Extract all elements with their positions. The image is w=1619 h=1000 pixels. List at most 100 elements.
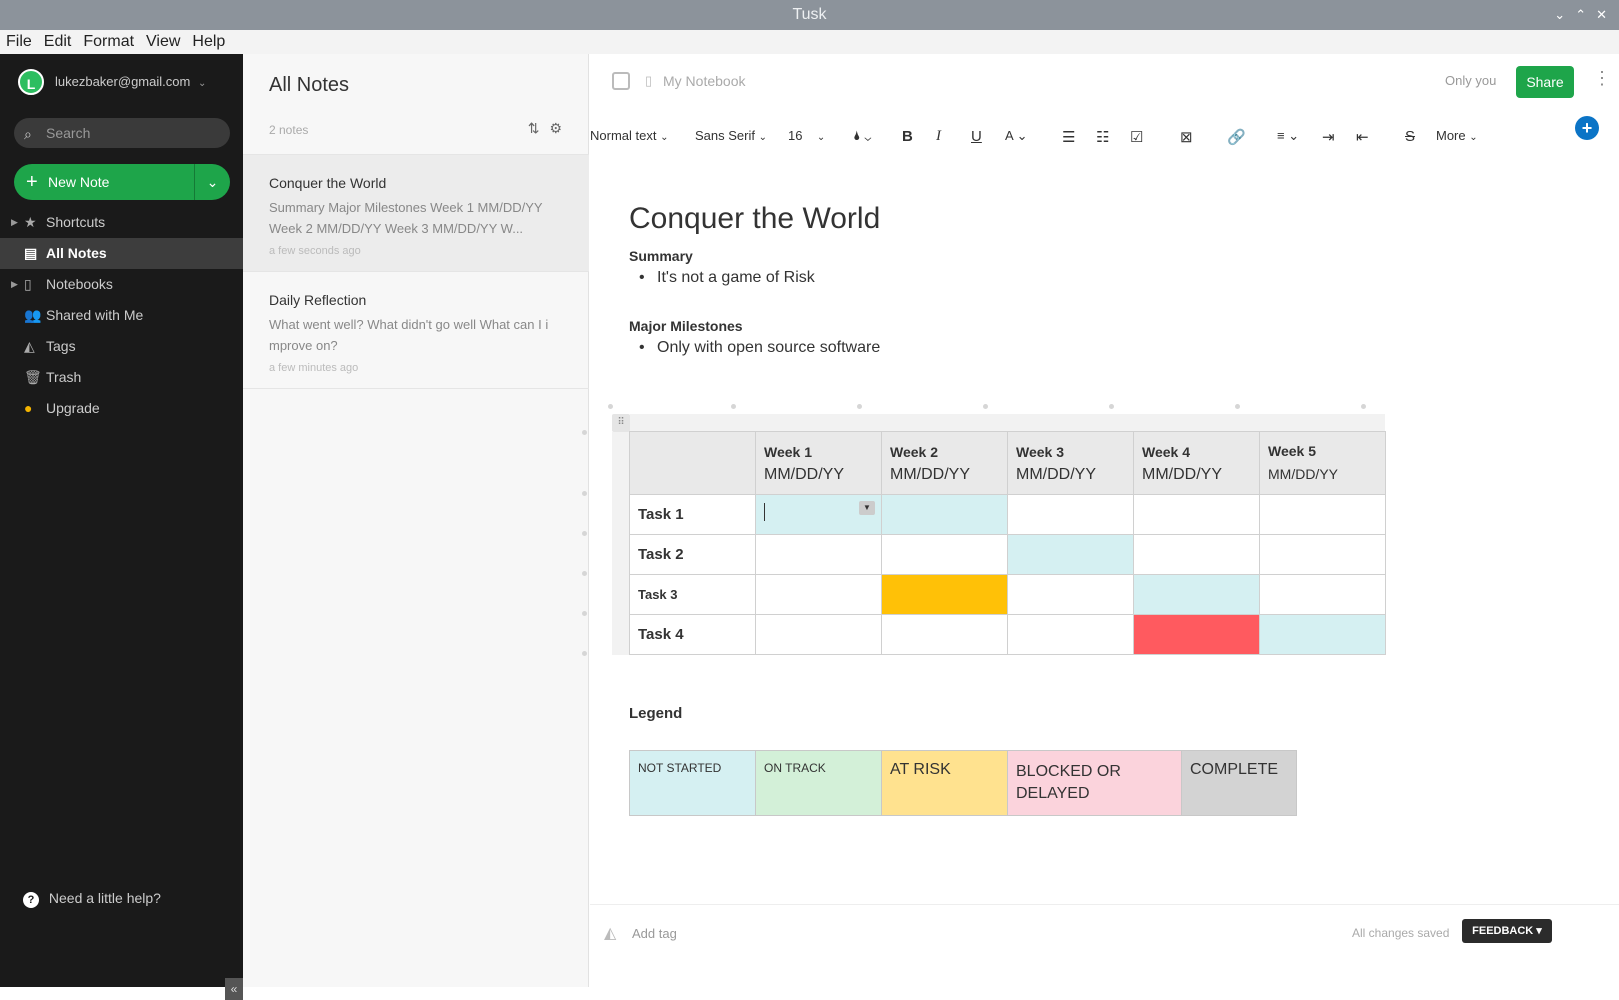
notebook-selector[interactable]: My Notebook: [663, 73, 746, 89]
legend-at-risk[interactable]: AT RISK: [881, 750, 1008, 816]
search-input[interactable]: ⌕ Search: [14, 118, 230, 148]
minimize-icon[interactable]: ⌄: [1554, 7, 1566, 22]
note-title-heading[interactable]: Conquer the World: [629, 202, 881, 235]
underline-icon[interactable]: U: [971, 128, 982, 145]
strikethrough-icon[interactable]: S: [1405, 128, 1416, 145]
row-handle-dot[interactable]: [582, 611, 587, 616]
share-button[interactable]: Share: [1516, 66, 1574, 98]
expand-arrow-icon[interactable]: ▶: [11, 279, 18, 289]
table-header-cell[interactable]: Week 2 MM/DD/YY: [881, 431, 1008, 495]
indent-icon[interactable]: ⇥: [1322, 129, 1335, 146]
table-header-cell[interactable]: Week 3 MM/DD/YY: [1007, 431, 1134, 495]
table-cell[interactable]: [1259, 574, 1386, 615]
task-cell[interactable]: Task 2: [629, 534, 756, 575]
menu-help[interactable]: Help: [192, 33, 226, 50]
menu-edit[interactable]: Edit: [43, 33, 72, 50]
sidebar-item-all-notes[interactable]: ▤ All Notes: [0, 238, 243, 269]
table-cell[interactable]: [1259, 494, 1386, 535]
paragraph-style-dropdown[interactable]: Normal text ⌄: [590, 128, 668, 143]
italic-icon[interactable]: I: [936, 128, 941, 144]
task-cell[interactable]: Task 4: [629, 614, 756, 655]
table-cell[interactable]: [1007, 494, 1134, 535]
sidebar-item-shared-with-me[interactable]: 👥 Shared with Me: [0, 300, 243, 331]
add-tag-input[interactable]: Add tag: [632, 926, 677, 941]
sort-icon[interactable]: ⇅: [527, 120, 540, 136]
table-cell[interactable]: [1133, 574, 1260, 615]
table-cell[interactable]: [1259, 614, 1386, 655]
collapse-sidebar-icon[interactable]: «: [225, 978, 243, 1000]
row-handle-dot[interactable]: [582, 651, 587, 656]
menu-file[interactable]: File: [6, 33, 32, 50]
table-header-cell[interactable]: Week 1 MM/DD/YY: [755, 431, 882, 495]
table-cell[interactable]: [1133, 534, 1260, 575]
table-header-cell[interactable]: Week 4 MM/DD/YY: [1133, 431, 1260, 495]
row-handle-dot[interactable]: [582, 571, 587, 576]
legend-blocked[interactable]: BLOCKED OR DELAYED: [1007, 750, 1182, 816]
help-link[interactable]: ? Need a little help?: [23, 890, 161, 908]
row-handle-dot[interactable]: [582, 491, 587, 496]
font-family-dropdown[interactable]: Sans Serif ⌄: [695, 128, 767, 143]
sidebar-item-tags[interactable]: ◭ Tags: [0, 331, 243, 362]
checklist-icon[interactable]: ☑: [1130, 129, 1144, 146]
align-icon[interactable]: ≡ ⌄: [1277, 128, 1300, 143]
column-handle-dot[interactable]: [1109, 404, 1114, 409]
row-handle-dot[interactable]: [582, 430, 587, 435]
sidebar-item-trash[interactable]: 🗑 Trash: [0, 362, 243, 393]
table-cell[interactable]: [881, 494, 1008, 535]
column-handle-dot[interactable]: [1361, 404, 1366, 409]
table-column-bar[interactable]: [630, 414, 1385, 432]
sidebar-item-upgrade[interactable]: ● Upgrade: [0, 393, 243, 424]
table-cell[interactable]: [1133, 614, 1260, 655]
maximize-icon[interactable]: ⌃: [1575, 7, 1587, 22]
menu-view[interactable]: View: [146, 33, 181, 50]
table-cell[interactable]: [755, 614, 882, 655]
sidebar-item-shortcuts[interactable]: ▶ ★ Shortcuts: [0, 207, 243, 238]
outdent-icon[interactable]: ⇤: [1356, 129, 1369, 146]
table-cell[interactable]: [755, 534, 882, 575]
table-cell[interactable]: [1133, 494, 1260, 535]
table-header-cell[interactable]: [629, 431, 756, 495]
row-handle-dot[interactable]: [582, 531, 587, 536]
expand-icon[interactable]: [612, 72, 630, 90]
legend-on-track[interactable]: ON TRACK: [755, 750, 882, 816]
table-grip-icon[interactable]: ⠿: [612, 414, 630, 432]
new-note-button[interactable]: + New Note ⌄: [14, 164, 230, 200]
table-cell[interactable]: [881, 534, 1008, 575]
table-cell[interactable]: ▼: [755, 494, 882, 535]
text-color-icon[interactable]: 🌢 ⌄: [853, 128, 872, 143]
insert-plus-icon[interactable]: +: [1575, 116, 1599, 140]
highlight-icon[interactable]: A ⌄: [1005, 128, 1028, 143]
table-cell[interactable]: [1259, 534, 1386, 575]
column-handle-dot[interactable]: [857, 404, 862, 409]
visibility-label[interactable]: Only you: [1445, 73, 1497, 88]
sidebar-item-notebooks[interactable]: ▶ ▯ Notebooks: [0, 269, 243, 300]
table-cell[interactable]: [881, 614, 1008, 655]
more-dropdown[interactable]: More ⌄: [1436, 128, 1478, 143]
close-icon[interactable]: ✕: [1596, 7, 1607, 22]
column-handle-dot[interactable]: [1235, 404, 1240, 409]
font-size-dropdown[interactable]: 16 ⌄: [788, 128, 825, 143]
column-handle-dot[interactable]: [731, 404, 736, 409]
clear-formatting-icon[interactable]: ⊠: [1180, 129, 1193, 146]
feedback-button[interactable]: FEEDBACK ▾: [1462, 919, 1552, 943]
numbered-list-icon[interactable]: ☷: [1096, 129, 1110, 146]
table-cell[interactable]: [881, 574, 1008, 615]
table-header-cell[interactable]: Week 5 MM/DD/YY: [1259, 431, 1386, 495]
table-cell[interactable]: [1007, 534, 1134, 575]
add-tag-icon[interactable]: ◭: [604, 925, 617, 942]
note-card[interactable]: Daily Reflection What went well? What di…: [243, 271, 589, 388]
account-switcher[interactable]: lukezbaker@gmail.com ⌄: [55, 74, 206, 89]
legend-complete[interactable]: COMPLETE: [1181, 750, 1297, 816]
cell-options-chevron-icon[interactable]: ▼: [859, 501, 875, 515]
link-icon[interactable]: 🔗: [1227, 129, 1246, 146]
bullet-list-icon[interactable]: ☰: [1062, 129, 1076, 146]
new-note-dropdown-chevron-icon[interactable]: ⌄: [194, 164, 230, 200]
bold-icon[interactable]: B: [902, 128, 913, 145]
note-card[interactable]: Conquer the World Summary Major Mileston…: [243, 154, 589, 271]
avatar[interactable]: L: [18, 69, 44, 95]
table-cell[interactable]: [1007, 574, 1134, 615]
menu-format[interactable]: Format: [83, 33, 135, 50]
task-cell[interactable]: Task 3: [629, 574, 756, 615]
legend-not-started[interactable]: NOT STARTED: [629, 750, 756, 816]
column-handle-dot[interactable]: [608, 404, 613, 409]
